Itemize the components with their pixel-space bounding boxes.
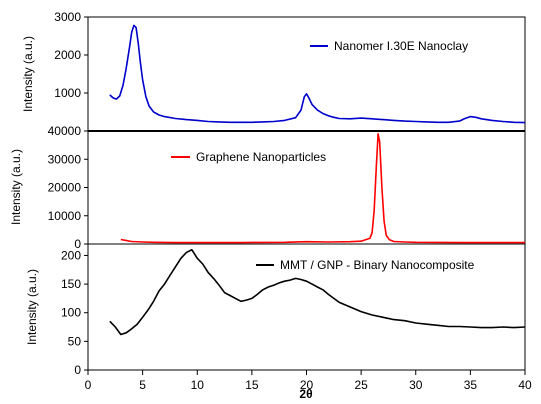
x-tick-label: 5 bbox=[139, 378, 146, 392]
panel-2-frame bbox=[87, 130, 526, 245]
y-tick-label: 1000 bbox=[54, 86, 81, 100]
x-tick-label: 35 bbox=[464, 378, 478, 392]
series-line bbox=[109, 248, 526, 336]
series-line bbox=[109, 24, 526, 124]
y-tick-label: 0 bbox=[74, 363, 81, 377]
y-tick-label: 40000 bbox=[48, 124, 82, 138]
legend-label: Nanomer I.30E Nanoclay bbox=[334, 39, 468, 53]
y-tick-label: 30000 bbox=[48, 152, 82, 166]
panel-1-frame bbox=[87, 16, 526, 132]
x-tick-label: 30 bbox=[409, 378, 423, 392]
panel-1-ylabel: Intensity (a.u.) bbox=[21, 36, 35, 112]
y-tick-label: 50 bbox=[68, 334, 82, 348]
legend-label: Graphene Nanoparticles bbox=[196, 150, 326, 164]
y-tick-label: 0 bbox=[74, 237, 81, 251]
panel-3-ylabel: Intensity (a.u.) bbox=[25, 269, 39, 345]
x-tick-label: 0 bbox=[85, 378, 92, 392]
x-tick-label: 15 bbox=[245, 378, 259, 392]
series-line bbox=[120, 133, 525, 244]
x-tick-label: 40 bbox=[518, 378, 532, 392]
y-tick-label: 150 bbox=[61, 277, 81, 291]
y-tick-label: 100 bbox=[61, 306, 81, 320]
y-tick-label: 10000 bbox=[48, 209, 82, 223]
y-tick-label: 3000 bbox=[54, 10, 81, 24]
y-tick-label: 2000 bbox=[54, 48, 81, 62]
x-axis-label: 2θ bbox=[299, 387, 312, 401]
panel-2-ylabel: Intensity (a.u.) bbox=[9, 149, 23, 225]
y-tick-label: 20000 bbox=[48, 181, 82, 195]
x-tick-label: 10 bbox=[191, 378, 205, 392]
legend-label: MMT / GNP - Binary Nanocomposite bbox=[280, 258, 475, 272]
y-tick-label: 200 bbox=[61, 248, 81, 262]
x-tick-label: 25 bbox=[354, 378, 368, 392]
x-tick-label: 20 bbox=[300, 378, 314, 392]
